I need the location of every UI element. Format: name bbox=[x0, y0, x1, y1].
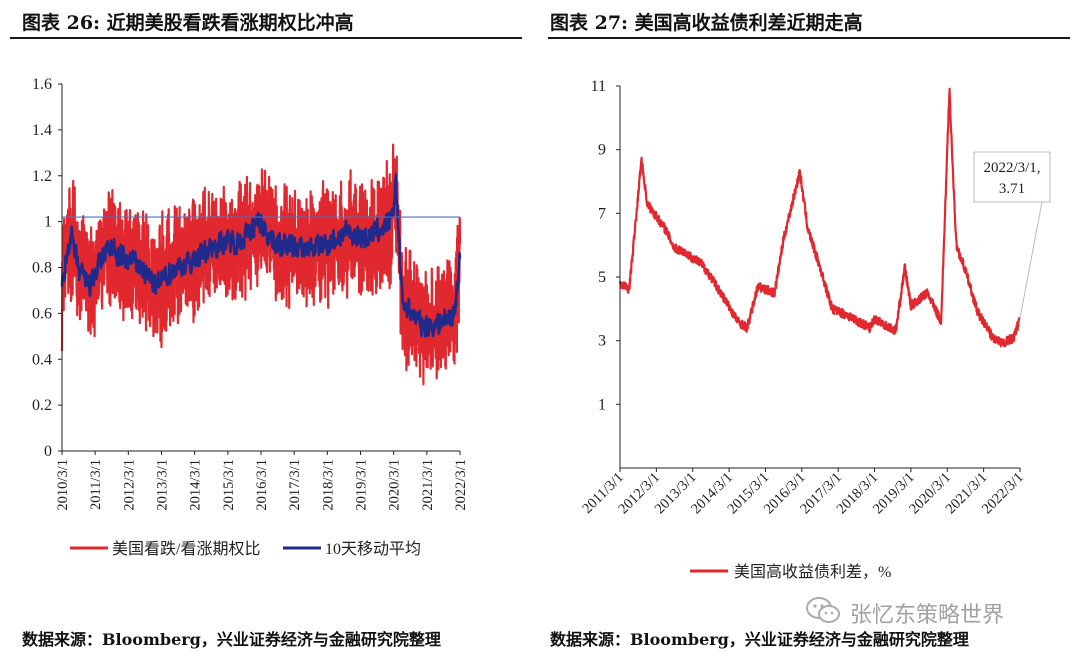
right-chart-title: 图表 27: 美国高收益债利差近期走高 bbox=[550, 12, 863, 34]
right-title-rule bbox=[548, 37, 1070, 39]
annotation-date: 2022/3/1, bbox=[983, 160, 1040, 176]
x-tick-label: 2021/3/1 bbox=[420, 459, 436, 511]
y-tick-label: 0 bbox=[44, 443, 52, 460]
x-tick-label: 2022/3/1 bbox=[453, 459, 469, 511]
y-tick-label: 5 bbox=[598, 269, 606, 286]
x-tick-label: 2011/3/1 bbox=[88, 459, 104, 510]
watermark-text: 张忆东策略世界 bbox=[850, 603, 1005, 628]
x-tick-label: 2013/3/1 bbox=[155, 459, 171, 511]
annotation-box bbox=[973, 151, 1051, 203]
y-tick-label: 9 bbox=[598, 142, 606, 159]
series-10d-ma-line bbox=[60, 173, 462, 338]
x-tick-label: 2015/3/1 bbox=[221, 459, 237, 511]
x-tick-label: 2014/3/1 bbox=[188, 459, 204, 511]
y-tick-label: 3 bbox=[598, 333, 606, 350]
y-tick-label: 1.2 bbox=[32, 168, 52, 185]
y-tick-label: 1.6 bbox=[32, 76, 52, 93]
x-tick-label: 2010/3/1 bbox=[55, 459, 71, 511]
x-tick-label: 2012/3/1 bbox=[121, 459, 137, 511]
x-tick-label: 2017/3/1 bbox=[287, 459, 303, 511]
y-tick-label: 0.8 bbox=[32, 260, 52, 277]
x-tick-label: 2018/3/1 bbox=[320, 459, 336, 511]
legend-label-putcall: 美国看跌/看涨期权比 bbox=[112, 540, 260, 558]
y-tick-label: 1 bbox=[44, 214, 52, 231]
y-tick-label: 1 bbox=[598, 396, 606, 413]
legend-label-ma: 10天移动平均 bbox=[325, 540, 421, 558]
watermark: 张忆东策略世界 bbox=[806, 596, 1004, 630]
y-tick-label: 0.2 bbox=[32, 397, 52, 414]
hy-spread-chart: 13579112011/3/12012/3/12013/3/12014/3/12… bbox=[579, 78, 1051, 581]
y-tick-label: 11 bbox=[591, 78, 606, 95]
x-tick-label: 2019/3/1 bbox=[354, 459, 370, 511]
x-tick-label: 2020/3/1 bbox=[387, 459, 403, 511]
left-source-note: 数据来源：Bloomberg，兴业证券经济与金融研究院整理 bbox=[22, 630, 441, 649]
y-tick-label: 0.4 bbox=[32, 351, 52, 368]
y-tick-label: 1.4 bbox=[32, 122, 52, 139]
y-tick-label: 0.6 bbox=[32, 305, 52, 322]
legend-label-hy: 美国高收益债利差，% bbox=[734, 563, 891, 581]
right-source-note: 数据来源：Bloomberg，兴业证券经济与金融研究院整理 bbox=[550, 630, 969, 649]
left-chart-title: 图表 26: 近期美股看跌看涨期权比冲高 bbox=[22, 12, 354, 34]
y-tick-label: 7 bbox=[598, 205, 606, 222]
series-hy-spread-line bbox=[618, 87, 1021, 348]
x-tick-label: 2016/3/1 bbox=[254, 459, 270, 511]
annotation-leader bbox=[1019, 201, 1043, 319]
putcall-ratio-chart: 0 0.2 0.4 0.6 0.8 1 1.2 1.4 1.6 2010/3/1 2011/3/1 2… bbox=[32, 76, 469, 558]
left-title-rule bbox=[10, 37, 522, 39]
annotation-value: 3.71 bbox=[999, 181, 1025, 197]
wechat-icon bbox=[806, 596, 842, 630]
